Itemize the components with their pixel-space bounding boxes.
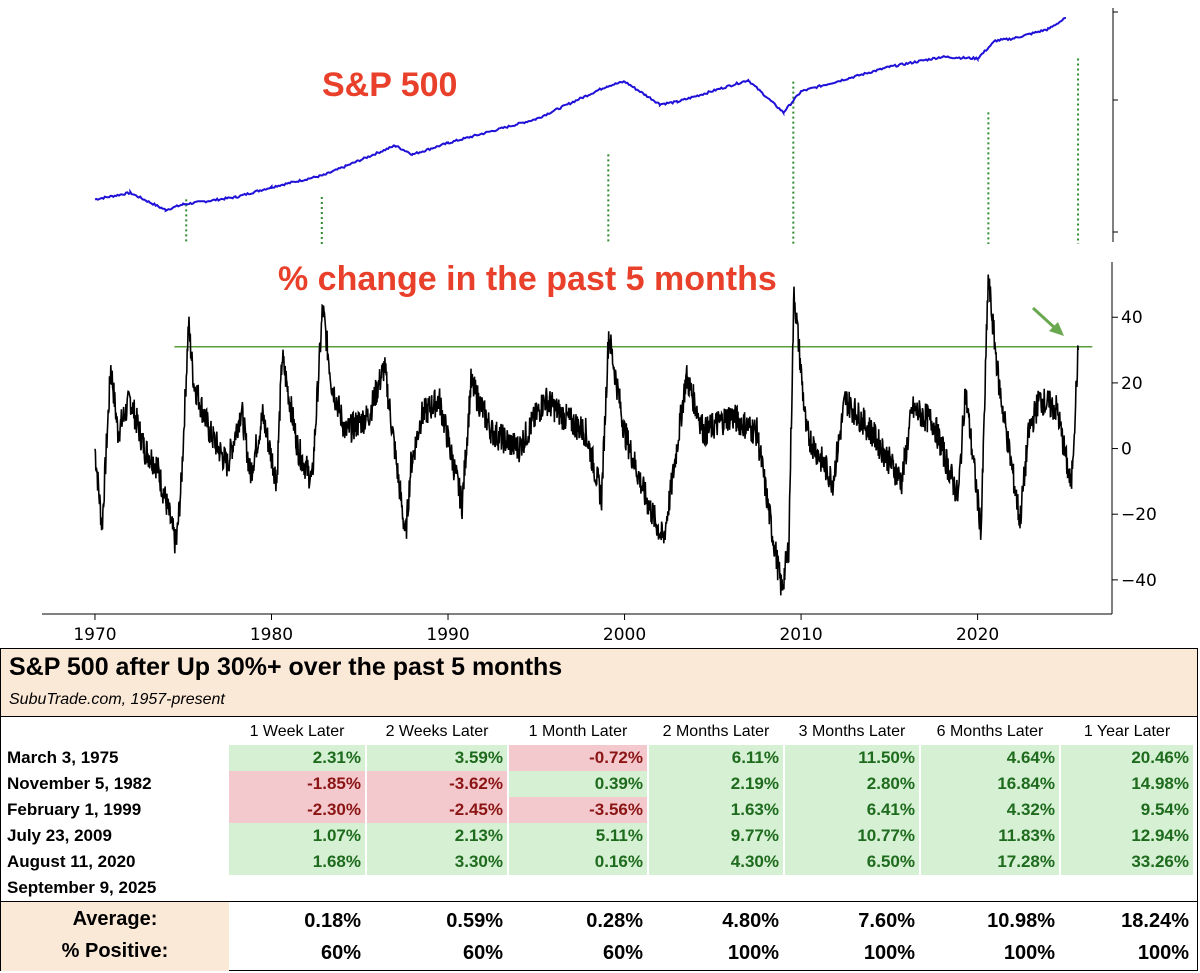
table-cell: 5.11% bbox=[509, 823, 647, 849]
table-cell: -0.72% bbox=[509, 745, 647, 771]
chart-area: 40 20 0 −20 −40 1970 1980 1990 2000 2010 2020 S&P … bbox=[42, 8, 1157, 645]
x-tick-label-0: 1970 bbox=[73, 625, 116, 640]
column-header: 3 Months Later bbox=[798, 723, 906, 740]
summary-label-column bbox=[1, 902, 229, 971]
table-cell: 3.30% bbox=[367, 849, 507, 875]
results-table: S&P 500 after Up 30%+ over the past 5 mo… bbox=[0, 648, 1198, 971]
row-date: July 23, 2009 bbox=[7, 826, 112, 845]
table-cell: 33.26% bbox=[1061, 849, 1193, 875]
table-cell: 16.84% bbox=[921, 771, 1059, 797]
y-tick-label-4: −40 bbox=[1121, 571, 1157, 591]
table-cell: -1.85% bbox=[229, 771, 365, 797]
arrow-head bbox=[1049, 322, 1064, 336]
average-value: 0.28% bbox=[586, 910, 643, 932]
average-value: 7.60% bbox=[858, 910, 915, 932]
positive-value: 60% bbox=[462, 942, 503, 964]
row-date: February 1, 1999 bbox=[7, 800, 142, 819]
table-cell: 1.68% bbox=[229, 849, 365, 875]
table-cell: -2.45% bbox=[367, 797, 507, 823]
y-tick-label-0: 40 bbox=[1121, 308, 1143, 328]
y-tick-label-2: 0 bbox=[1121, 440, 1132, 460]
table-cell: 6.41% bbox=[785, 797, 919, 823]
column-header: 2 Months Later bbox=[662, 723, 770, 740]
table-cell: 20.46% bbox=[1061, 745, 1193, 771]
column-header: 1 Week Later bbox=[249, 723, 345, 740]
sp500-line bbox=[94, 17, 1066, 213]
sp500-label: S&P 500 bbox=[322, 66, 458, 104]
table-cell: 12.94% bbox=[1061, 823, 1193, 849]
average-value: 10.98% bbox=[987, 910, 1055, 932]
average-label: Average: bbox=[72, 908, 158, 930]
table-cell: 0.16% bbox=[509, 849, 647, 875]
positive-value: 60% bbox=[602, 942, 643, 964]
positive-value: 100% bbox=[1003, 942, 1055, 964]
table-cell: 17.28% bbox=[921, 849, 1059, 875]
table-subtitle: SubuTrade.com, 1957-present bbox=[9, 691, 225, 708]
x-tick-label-5: 2020 bbox=[956, 625, 999, 640]
table-header: S&P 500 after Up 30%+ over the past 5 mo… bbox=[1, 649, 1197, 717]
positive-value: 100% bbox=[863, 942, 915, 964]
column-header: 6 Months Later bbox=[936, 723, 1044, 740]
row-date: September 9, 2025 bbox=[7, 878, 157, 897]
average-value: 0.18% bbox=[304, 910, 361, 932]
positive-value: 100% bbox=[727, 942, 779, 964]
table-cell: -2.30% bbox=[229, 797, 365, 823]
arrow-shaft bbox=[1031, 306, 1058, 331]
summary-area: Average: % Positive: 0.18% 0.59% 0.28% 4.80… bbox=[1, 901, 1197, 971]
table-cell: 6.50% bbox=[785, 849, 919, 875]
table-cell: 9.77% bbox=[649, 823, 783, 849]
table-cell: 0.39% bbox=[509, 771, 647, 797]
table-cell: -3.56% bbox=[509, 797, 647, 823]
table-cell: 14.98% bbox=[1061, 771, 1193, 797]
table-cell: 9.54% bbox=[1061, 797, 1193, 823]
y-tick-label-3: −20 bbox=[1121, 505, 1157, 525]
chart-svg: 40 20 0 −20 −40 1970 1980 1990 2000 2010 2020 bbox=[42, 8, 1157, 645]
table-cell: 2.19% bbox=[649, 771, 783, 797]
average-value: 0.59% bbox=[446, 910, 503, 932]
pct-change-label: % change in the past 5 months bbox=[278, 260, 777, 298]
average-value: 4.80% bbox=[722, 910, 779, 932]
column-header: 1 Month Later bbox=[528, 723, 628, 740]
y-tick-label-1: 20 bbox=[1121, 374, 1143, 394]
row-date: November 5, 1982 bbox=[7, 774, 152, 793]
table-cell: 2.80% bbox=[785, 771, 919, 797]
row-date: August 11, 2020 bbox=[7, 852, 136, 871]
x-tick-label-4: 2010 bbox=[779, 625, 822, 640]
table-cell: 4.30% bbox=[649, 849, 783, 875]
average-value: 18.24% bbox=[1121, 910, 1189, 932]
table-cell: 4.64% bbox=[921, 745, 1059, 771]
positive-label: % Positive: bbox=[61, 940, 169, 962]
positive-value: 60% bbox=[320, 942, 361, 964]
x-tick-label-3: 2000 bbox=[603, 625, 646, 640]
row-date: March 3, 1975 bbox=[7, 748, 119, 767]
table-cell: 2.31% bbox=[229, 745, 365, 771]
positive-value: 100% bbox=[1137, 942, 1189, 964]
table-title: S&P 500 after Up 30%+ over the past 5 mo… bbox=[9, 653, 563, 681]
table-cell: 10.77% bbox=[785, 823, 919, 849]
table-cell: -3.62% bbox=[367, 771, 507, 797]
table-cell: 6.11% bbox=[649, 745, 783, 771]
pct-change-line bbox=[94, 274, 1079, 596]
table-cell: 4.32% bbox=[921, 797, 1059, 823]
table-cell: 1.07% bbox=[229, 823, 365, 849]
table-cell: 11.50% bbox=[785, 745, 919, 771]
column-header: 1 Year Later bbox=[1083, 723, 1171, 740]
table-cell: 11.83% bbox=[921, 823, 1059, 849]
table-cell: 2.13% bbox=[367, 823, 507, 849]
table-cell: 1.63% bbox=[649, 797, 783, 823]
x-tick-label-1: 1980 bbox=[250, 625, 293, 640]
column-header: 2 Weeks Later bbox=[385, 723, 489, 740]
x-tick-label-2: 1990 bbox=[426, 625, 469, 640]
table-cell: 3.59% bbox=[367, 745, 507, 771]
